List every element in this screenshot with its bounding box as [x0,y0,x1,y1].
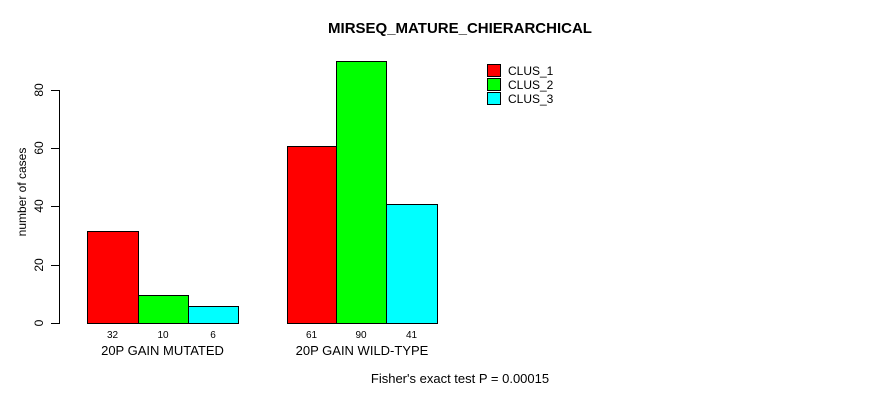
y-axis-tick [51,148,60,149]
annotation-pvalue: Fisher's exact test P = 0.00015 [370,371,550,386]
bar-clus-3-20p-gain-wild-type [386,204,438,324]
y-axis-tick [51,323,60,324]
legend-item-clus-1: CLUS_1 [487,64,567,78]
bar-value-label: 90 [355,330,367,341]
category-label-20p-gain-wild-type: 20P GAIN WILD-TYPE [295,343,429,358]
y-axis-tick [51,90,60,91]
y-axis-line [59,90,60,324]
bar-clus-2-20p-gain-wild-type [336,61,387,324]
y-axis-tick-label: 20 [32,258,46,272]
y-axis-tick-label: 40 [32,199,46,213]
bar-value-label: 61 [305,330,318,341]
bar-value-label: 32 [106,330,119,341]
y-axis-tick-label: 80 [32,83,46,97]
chart-title: MIRSEQ_MATURE_CHIERARCHICAL [328,20,592,37]
y-axis-tick-label: 0 [32,319,46,327]
legend-swatch-clus-2 [487,78,501,91]
bar-value-label: 6 [210,330,216,341]
y-axis-tick [51,265,60,266]
legend-item-clus-3: CLUS_3 [487,92,567,106]
y-axis-label: number of cases [15,147,29,237]
legend-item-clus-2: CLUS_2 [487,78,567,92]
bar-clus-1-20p-gain-wild-type [287,146,337,324]
legend: CLUS_1 CLUS_2 CLUS_3 [487,64,567,106]
y-axis-tick-label: 60 [32,141,46,155]
bar-value-label: 41 [405,330,418,341]
legend-label: CLUS_1 [508,64,554,78]
legend-swatch-clus-3 [487,92,501,105]
bar-clus-3-20p-gain-mutated [188,306,239,324]
y-axis-tick [51,206,60,207]
category-label-20p-gain-mutated: 20P GAIN MUTATED [101,343,224,358]
legend-swatch-clus-1 [487,64,501,77]
bar-value-label: 10 [157,330,169,341]
legend-label: CLUS_2 [508,78,554,92]
bar-clus-2-20p-gain-mutated [138,295,189,324]
bar-clus-1-20p-gain-mutated [87,231,139,324]
legend-label: CLUS_3 [508,92,554,106]
